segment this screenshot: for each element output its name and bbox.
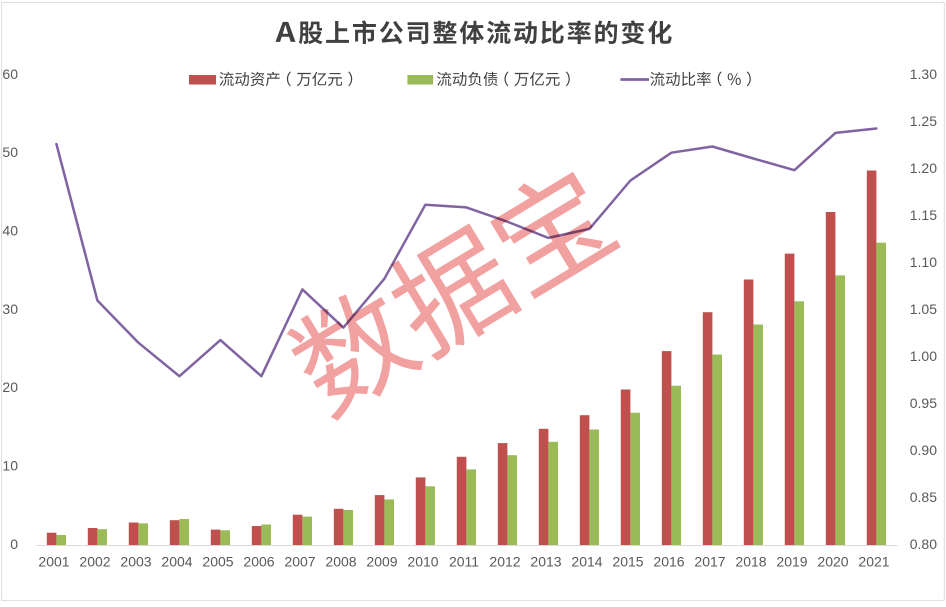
svg-text:0.95: 0.95 bbox=[910, 395, 937, 411]
svg-text:2002: 2002 bbox=[79, 554, 110, 570]
svg-text:1.05: 1.05 bbox=[910, 301, 937, 317]
svg-text:10: 10 bbox=[2, 458, 18, 474]
svg-text:2013: 2013 bbox=[530, 554, 561, 570]
svg-text:2004: 2004 bbox=[161, 554, 192, 570]
svg-text:1.30: 1.30 bbox=[910, 66, 937, 82]
svg-text:0: 0 bbox=[10, 536, 18, 552]
svg-text:2017: 2017 bbox=[694, 554, 725, 570]
svg-text:2015: 2015 bbox=[612, 554, 643, 570]
svg-text:2019: 2019 bbox=[776, 554, 807, 570]
svg-text:1.25: 1.25 bbox=[910, 113, 937, 129]
svg-text:2010: 2010 bbox=[407, 554, 438, 570]
svg-text:60: 60 bbox=[2, 66, 18, 82]
svg-text:20: 20 bbox=[2, 379, 18, 395]
svg-text:50: 50 bbox=[2, 144, 18, 160]
svg-text:0.90: 0.90 bbox=[910, 442, 937, 458]
svg-text:1.15: 1.15 bbox=[910, 207, 937, 223]
svg-text:30: 30 bbox=[2, 301, 18, 317]
svg-text:2008: 2008 bbox=[325, 554, 356, 570]
svg-text:2009: 2009 bbox=[366, 554, 397, 570]
svg-text:0.80: 0.80 bbox=[910, 536, 937, 552]
svg-text:2016: 2016 bbox=[653, 554, 684, 570]
svg-text:2014: 2014 bbox=[571, 554, 602, 570]
svg-text:2003: 2003 bbox=[120, 554, 151, 570]
svg-text:2012: 2012 bbox=[489, 554, 520, 570]
svg-text:2006: 2006 bbox=[243, 554, 274, 570]
svg-text:2020: 2020 bbox=[817, 554, 848, 570]
svg-text:2021: 2021 bbox=[858, 554, 889, 570]
svg-text:40: 40 bbox=[2, 223, 18, 239]
svg-text:2001: 2001 bbox=[38, 554, 69, 570]
svg-text:1.10: 1.10 bbox=[910, 254, 937, 270]
svg-text:0.85: 0.85 bbox=[910, 489, 937, 505]
svg-text:2005: 2005 bbox=[202, 554, 233, 570]
svg-text:1.20: 1.20 bbox=[910, 160, 937, 176]
svg-text:1.00: 1.00 bbox=[910, 348, 937, 364]
svg-text:2007: 2007 bbox=[284, 554, 315, 570]
svg-text:2011: 2011 bbox=[449, 554, 479, 570]
svg-text:2018: 2018 bbox=[735, 554, 766, 570]
